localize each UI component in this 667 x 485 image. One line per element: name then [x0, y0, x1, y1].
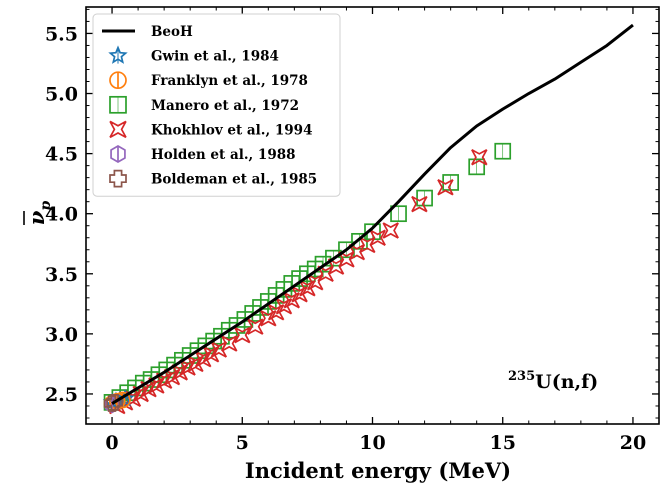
data-point — [382, 222, 399, 239]
legend-entry: Manero et al., 1972 — [109, 95, 299, 114]
line-beoh — [111, 23, 634, 405]
legend-label: Franklyn et al., 1978 — [151, 73, 308, 89]
y-tick-label: 2.5 — [45, 384, 78, 406]
legend-label: Khokhlov et al., 1994 — [151, 122, 312, 138]
legend-marker — [110, 145, 126, 163]
y-tick-label: 5.0 — [45, 84, 78, 106]
data-point — [234, 326, 251, 344]
y-tick-label: 4.5 — [45, 144, 78, 166]
data-point — [194, 350, 212, 368]
plot-frame — [85, 6, 660, 425]
data-point — [163, 368, 181, 386]
y-tick-label: 5.5 — [45, 23, 78, 45]
data-point — [437, 179, 454, 196]
data-point — [148, 377, 165, 394]
y-tick-label: 3.0 — [45, 324, 78, 346]
x-tick-label: 0 — [105, 432, 118, 454]
legend-entry: Franklyn et al., 1978 — [109, 71, 308, 90]
legend-entry: Khokhlov et al., 1994 — [109, 120, 312, 139]
legend-label: BeoH — [151, 24, 193, 40]
data-point — [494, 142, 512, 160]
legend-marker — [109, 95, 127, 114]
data-point — [411, 195, 428, 213]
legend-entry: Holden et al., 1988 — [110, 145, 296, 163]
legend-entry: Gwin et al., 1984 — [108, 45, 279, 65]
svg-text:νp: νp — [24, 201, 54, 226]
data-point — [202, 346, 220, 363]
legend-label: Gwin et al., 1984 — [151, 49, 279, 65]
reaction-annotation-text: U(n,f) — [535, 371, 598, 393]
legend-label: Manero et al., 1972 — [151, 98, 299, 114]
data-point — [306, 273, 324, 291]
legend: BeoH Gwin et al., 1984 Franklyn et al., 19… — [92, 13, 341, 197]
data-point — [247, 318, 264, 335]
series-0 — [111, 23, 634, 405]
data-point — [187, 355, 204, 373]
reaction-annotation: 235U(n,f) — [508, 369, 598, 393]
data-point — [132, 385, 149, 403]
y-tick-label: 4.0 — [45, 204, 78, 226]
data-point — [369, 229, 386, 246]
reaction-annotation-sup: 235 — [508, 369, 535, 384]
x-tick-label: 15 — [490, 432, 516, 454]
data-point — [471, 148, 488, 166]
legend-marker — [109, 71, 127, 90]
x-axis-label: Incident energy (MeV) — [245, 458, 511, 483]
legend-marker — [109, 120, 127, 139]
legend-box — [92, 13, 341, 197]
data-point — [171, 364, 189, 381]
y-axis-label-base: ν — [24, 210, 49, 225]
legend-marker — [109, 169, 127, 188]
data-point — [390, 205, 407, 223]
y-tick-label: 3.5 — [45, 264, 78, 286]
x-tick-label: 20 — [620, 432, 646, 454]
y-axis-label-sub: p — [38, 201, 54, 211]
x-tick-label: 10 — [359, 432, 385, 454]
plot-marks — [102, 23, 634, 415]
x-tick-label: 5 — [236, 432, 249, 454]
legend-marker — [108, 45, 128, 64]
legend-entry: Boldeman et al., 1985 — [109, 169, 317, 188]
y-axis-label: νp — [23, 201, 54, 226]
legend-entry: BeoH — [102, 24, 193, 40]
data-point — [221, 335, 238, 352]
legend-label: Boldeman et al., 1985 — [151, 172, 317, 188]
legend-label: Holden et al., 1988 — [151, 147, 296, 163]
